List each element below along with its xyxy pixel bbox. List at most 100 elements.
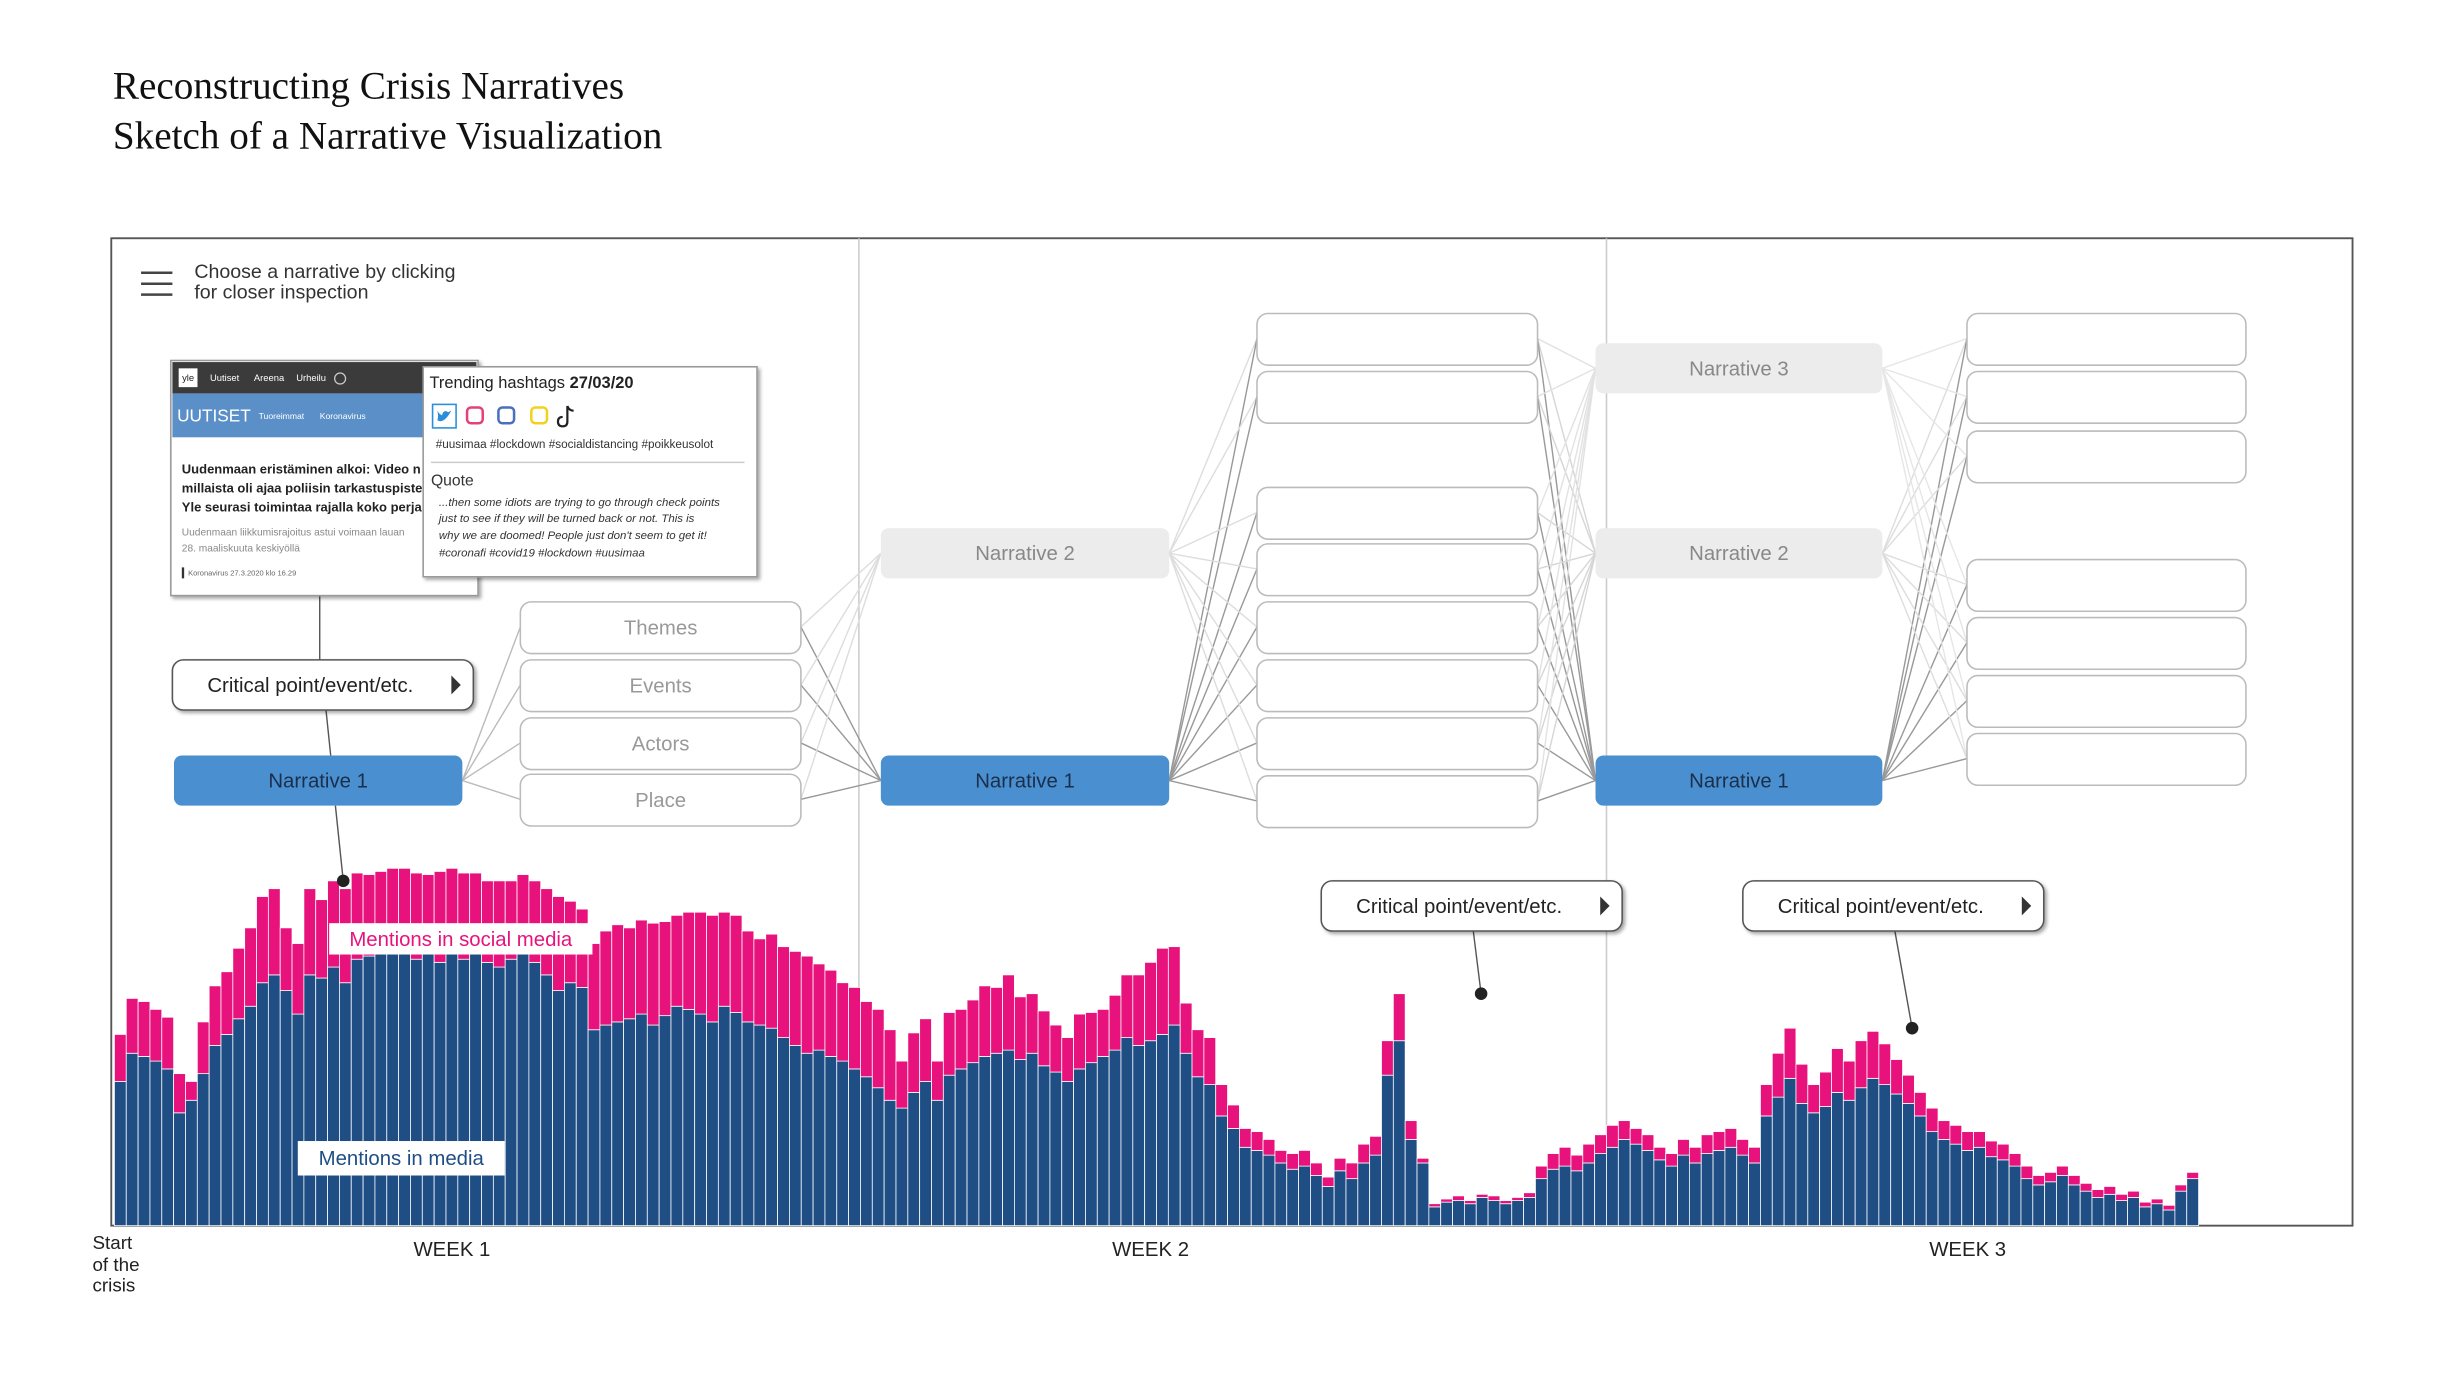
- social-bar: [1854, 1040, 1868, 1089]
- media-bar: [800, 1052, 814, 1227]
- social-bar: [2056, 1165, 2069, 1176]
- nav-item: Uutiset: [210, 372, 240, 383]
- labels: Start of the crisis WEEK 1 WEEK 2 WEEK 3 Men…: [92, 874, 2006, 1297]
- media-bar: [1061, 1081, 1074, 1227]
- media-bar: [860, 1076, 873, 1227]
- media-bar: [1606, 1146, 1619, 1227]
- social-bar: [2127, 1190, 2140, 1198]
- media-bar: [1973, 1146, 1986, 1227]
- social-bar: [1215, 1084, 1228, 1117]
- media-bar: [895, 1107, 909, 1227]
- empty-slot[interactable]: [1256, 659, 1539, 713]
- social-bar: [1452, 1195, 1465, 1201]
- social-bar: [1085, 1012, 1098, 1064]
- empty-slot[interactable]: [1256, 601, 1539, 655]
- empty-slot[interactable]: [1256, 370, 1539, 424]
- social-bar: [717, 911, 731, 1007]
- link: [1536, 553, 1597, 686]
- social-bar: [836, 982, 850, 1062]
- empty-slot[interactable]: [1966, 370, 2247, 424]
- link: [1536, 396, 1597, 554]
- media-bar: [2138, 1206, 2152, 1227]
- social-bar: [942, 1012, 956, 1076]
- media-bar: [1049, 1071, 1063, 1227]
- link: [1472, 930, 1482, 994]
- facet-box[interactable]: Actors: [519, 717, 802, 771]
- media-bar: [729, 1012, 743, 1227]
- media-bar: [2067, 1184, 2081, 1227]
- facet-box[interactable]: Themes: [519, 601, 802, 655]
- link: [800, 684, 882, 781]
- media-bar: [1712, 1150, 1726, 1227]
- social-bar: [860, 1001, 873, 1078]
- social-bar: [1913, 1092, 1927, 1117]
- narrative-box[interactable]: Narrative 2: [880, 528, 1170, 579]
- media-bar: [552, 990, 565, 1227]
- social-bar: [635, 919, 648, 1015]
- media-bar: [1345, 1178, 1359, 1227]
- link: [1881, 642, 1968, 781]
- empty-slot[interactable]: [1256, 543, 1539, 597]
- narrative-box[interactable]: Narrative 1: [173, 755, 463, 806]
- empty-slot[interactable]: [1966, 430, 2247, 484]
- media-bar: [2174, 1190, 2188, 1227]
- box-shape: [1256, 775, 1539, 829]
- empty-slot[interactable]: [1966, 732, 2247, 787]
- box-shape: [1256, 370, 1539, 424]
- social-bar: [291, 943, 305, 1015]
- facet-box[interactable]: Events: [519, 659, 802, 713]
- hashtag-card[interactable]: Trending hashtags 27/03/20 #uusimaa #lock…: [422, 365, 758, 578]
- social-bar: [2115, 1193, 2128, 1201]
- critical-point[interactable]: Critical point/event/etc.: [171, 659, 475, 711]
- empty-slot[interactable]: [1256, 717, 1539, 771]
- media-bar: [1250, 1150, 1264, 1227]
- empty-slot[interactable]: [1256, 775, 1539, 829]
- narrative-box[interactable]: Narrative 2: [1595, 528, 1883, 579]
- nav-item: Areena: [254, 372, 285, 383]
- narrative-box[interactable]: Narrative 1: [880, 755, 1170, 806]
- quote: just to see if they will be turned back …: [437, 513, 695, 525]
- media-bar: [279, 990, 293, 1227]
- media-bar: [1736, 1154, 1749, 1227]
- link: [1882, 337, 1968, 370]
- empty-slot[interactable]: [1256, 486, 1539, 540]
- social-bar: [1594, 1134, 1607, 1154]
- facet-box[interactable]: Place: [519, 773, 802, 827]
- box-label: Narrative 2: [1689, 543, 1789, 565]
- narrative-box[interactable]: Narrative 3: [1595, 343, 1883, 394]
- menu-icon[interactable]: [141, 271, 173, 296]
- link: [1881, 338, 1968, 554]
- media-bar: [1156, 1034, 1169, 1227]
- menu-hint: Choose a narrative by clicking: [194, 261, 455, 283]
- media-bar: [362, 955, 376, 1227]
- link: [1536, 368, 1597, 513]
- arrow-icon: [451, 675, 461, 695]
- media-bar: [1771, 1096, 1785, 1227]
- narrative-box[interactable]: Narrative 1: [1595, 755, 1883, 806]
- media-bar: [1665, 1165, 1678, 1227]
- boxes: Narrative 1 Themes Events Actors Place Narrat…: [171, 312, 2247, 932]
- social-bar: [1381, 1040, 1394, 1076]
- media-bar: [658, 1015, 672, 1227]
- media-bar: [1404, 1139, 1418, 1227]
- media-bar: [871, 1087, 885, 1227]
- media-bar: [1108, 1049, 1122, 1227]
- social-bar: [1996, 1143, 2010, 1161]
- empty-slot[interactable]: [1256, 312, 1539, 366]
- x-tick-label: Start of the crisis: [92, 1233, 140, 1297]
- media-bar: [1428, 1206, 1442, 1227]
- social-icon: [497, 406, 516, 425]
- series-label-box: [329, 923, 593, 955]
- box-shape: [519, 717, 802, 771]
- critical-point[interactable]: Critical point/event/etc.: [1320, 880, 1623, 932]
- empty-slot[interactable]: [1966, 674, 2247, 729]
- social-bar: [1392, 993, 1406, 1042]
- box-label: Narrative 1: [1689, 770, 1789, 792]
- empty-slot[interactable]: [1966, 312, 2247, 366]
- critical-point[interactable]: Critical point/event/etc.: [1742, 880, 2045, 932]
- social-bar: [196, 1021, 210, 1075]
- media-bar: [1191, 1076, 1205, 1227]
- empty-slot[interactable]: [1966, 558, 2247, 613]
- empty-slot[interactable]: [1966, 616, 2247, 671]
